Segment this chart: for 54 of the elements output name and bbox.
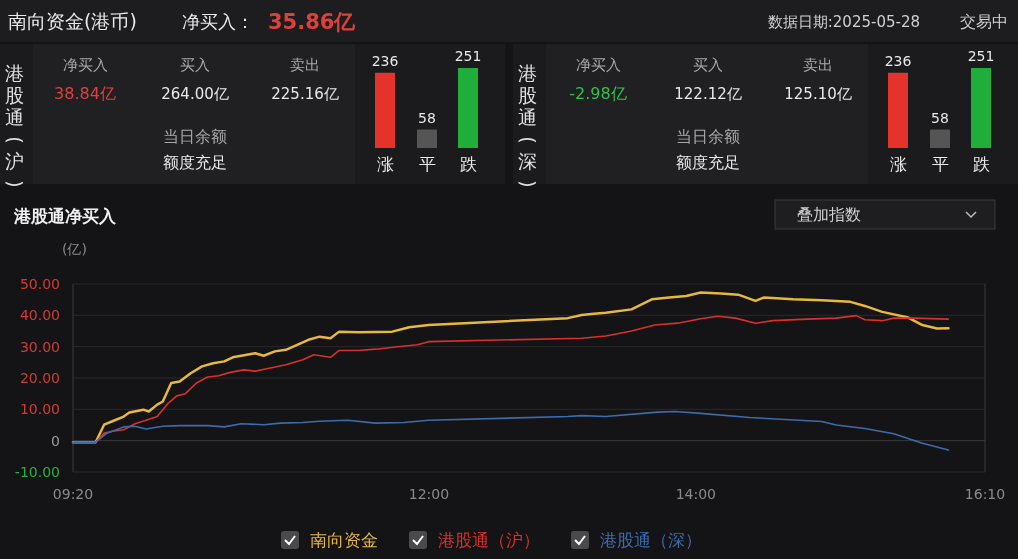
y-tick-label: 30.00: [19, 338, 60, 355]
chart-title: 港股通净买入: [13, 206, 117, 226]
text: 125.10亿: [784, 85, 852, 103]
text: 港股通(深): [517, 62, 539, 188]
text: 35.86亿: [268, 10, 357, 34]
text: -2.98亿: [569, 84, 627, 103]
text: 交易中: [960, 12, 1008, 31]
text: 额度充足: [163, 153, 227, 172]
y-tick-label: -10.00: [14, 464, 60, 480]
text: 卖出: [803, 56, 833, 74]
text: 港股通(沪): [4, 62, 26, 188]
data-label: 251: [967, 48, 995, 64]
y-tick-label: 10.00: [19, 401, 60, 418]
y-axis-title: (亿): [62, 241, 87, 257]
text: 38.84亿: [54, 84, 116, 103]
x-tick-label: 跌: [972, 154, 990, 174]
data-label: 236: [884, 52, 912, 69]
line-series: [71, 291, 950, 444]
y-tick-label: 50.00: [19, 276, 60, 292]
x-tick-label: 16:10: [964, 486, 1006, 502]
data-label: 58: [418, 109, 436, 126]
data-label: 236: [371, 52, 399, 69]
x-tick-label: 09:20: [52, 486, 94, 502]
text: 122.12亿: [674, 85, 742, 103]
text: 南向资金(港币): [8, 10, 137, 32]
text: 当日余额: [676, 127, 740, 146]
y-tick-label: 40.00: [19, 307, 60, 324]
text: 港股通（沪）: [438, 530, 540, 550]
text: 净买入：: [182, 11, 254, 32]
text: 数据日期:2025-05-28: [767, 13, 920, 31]
text: 南向资金: [310, 530, 378, 550]
text: 叠加指数: [797, 205, 861, 224]
x-tick-label: 平: [418, 154, 436, 174]
x-tick-label: 涨: [376, 154, 394, 174]
text: 额度充足: [676, 153, 740, 172]
x-tick-label: 跌: [459, 154, 477, 174]
line-series: [72, 410, 950, 451]
text: 净买入: [62, 56, 108, 74]
text: 净买入: [575, 56, 621, 74]
text: 当日余额: [163, 127, 227, 146]
text: 225.16亿: [271, 85, 339, 103]
text: 买入: [180, 56, 210, 74]
text: 264.00亿: [161, 85, 229, 103]
text: 港股通（深）: [600, 530, 702, 550]
text: 买入: [693, 56, 723, 74]
x-tick-label: 12:00: [408, 486, 450, 502]
data-label: 58: [931, 109, 949, 126]
y-tick-label: 0: [51, 432, 60, 449]
data-label: 251: [454, 48, 482, 64]
y-tick-label: 20.00: [19, 370, 60, 386]
x-tick-label: 14:00: [675, 486, 716, 502]
x-tick-label: 涨: [889, 154, 907, 174]
x-tick-label: 平: [931, 154, 949, 174]
text: 卖出: [290, 56, 320, 74]
